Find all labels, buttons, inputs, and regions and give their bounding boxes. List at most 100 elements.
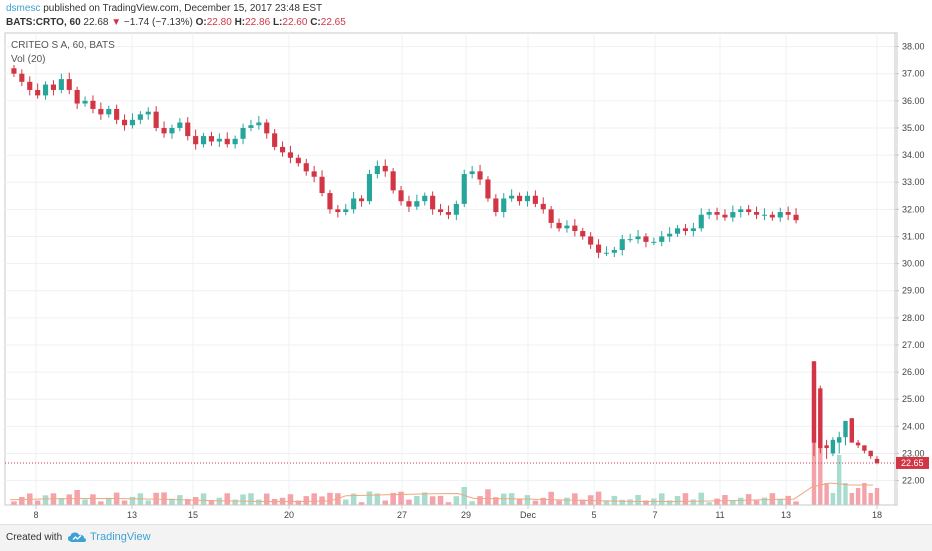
candle-down bbox=[868, 450, 873, 457]
candle-up bbox=[509, 195, 515, 199]
candle-down bbox=[279, 146, 286, 153]
volume-bar bbox=[682, 493, 689, 505]
candle-down bbox=[90, 100, 96, 109]
x-tick-label: 7 bbox=[652, 510, 657, 520]
volume-bar bbox=[366, 491, 373, 505]
y-tick-label: 30.00 bbox=[902, 259, 925, 269]
volume-bar bbox=[477, 496, 483, 505]
candle-down bbox=[540, 203, 546, 210]
candle-down bbox=[19, 73, 25, 82]
volume-bar bbox=[868, 493, 873, 505]
candle-down bbox=[477, 171, 483, 180]
candle-down bbox=[785, 212, 791, 215]
volume-bar bbox=[849, 493, 854, 505]
volume-bar bbox=[595, 491, 602, 505]
candle-up bbox=[256, 122, 262, 126]
volume-ma-line bbox=[9, 482, 873, 502]
volume-bar bbox=[722, 495, 728, 505]
candle-up bbox=[366, 174, 373, 202]
tradingview-link[interactable]: TradingView bbox=[90, 531, 151, 543]
candle-up bbox=[738, 209, 744, 213]
volume-bars bbox=[9, 370, 880, 505]
candle-up bbox=[200, 136, 207, 145]
high-label: H: bbox=[234, 17, 246, 28]
candle-up bbox=[659, 236, 665, 242]
volume-bar bbox=[706, 502, 712, 505]
created-with-label: Created with bbox=[6, 532, 63, 543]
volume-bar bbox=[698, 492, 705, 505]
legend-vol: Vol (20) bbox=[11, 54, 45, 65]
candles bbox=[11, 65, 880, 465]
volume-bar bbox=[414, 496, 420, 505]
candle-up bbox=[603, 252, 610, 254]
last-price: 22.68 bbox=[83, 17, 109, 28]
candle-down bbox=[224, 138, 230, 145]
candle-up bbox=[343, 209, 349, 213]
candle-down bbox=[390, 171, 396, 191]
volume-bar bbox=[714, 498, 720, 505]
candle-down bbox=[485, 179, 491, 199]
candle-down bbox=[50, 84, 57, 90]
volume-bar bbox=[34, 500, 41, 505]
volume-bar bbox=[556, 500, 562, 505]
candle-down bbox=[682, 228, 689, 232]
tradingview-cloud-icon[interactable] bbox=[67, 530, 87, 544]
y-tick-label: 37.00 bbox=[902, 69, 925, 79]
volume-bar bbox=[666, 500, 673, 505]
volume-bar bbox=[232, 499, 238, 505]
high-value: 22.86 bbox=[245, 17, 271, 28]
volume-bar bbox=[603, 500, 610, 505]
candle-up bbox=[145, 111, 151, 115]
volume-bar bbox=[161, 492, 167, 505]
volume-bar bbox=[635, 495, 641, 505]
price-axis[interactable]: 22.00 23.00 24.00 25.00 26.00 27.00 28.00 29.00… bbox=[895, 42, 925, 486]
volume-bar bbox=[105, 497, 112, 505]
volume-bar bbox=[485, 489, 491, 505]
candle-down bbox=[264, 122, 270, 134]
candle-down bbox=[595, 244, 602, 253]
volume-bar bbox=[358, 502, 365, 505]
volume-bar bbox=[493, 497, 499, 505]
low-value: 22.60 bbox=[282, 17, 308, 28]
volume-bar bbox=[192, 497, 199, 505]
volume-bar bbox=[66, 494, 73, 505]
volume-bar bbox=[824, 483, 829, 505]
x-tick-label: 29 bbox=[461, 510, 471, 520]
publish-line: dsmesc published on TradingView.com, Dec… bbox=[6, 3, 322, 14]
volume-bar bbox=[58, 498, 65, 505]
candle-down bbox=[27, 81, 33, 90]
candle-up bbox=[690, 228, 696, 232]
volume-bar bbox=[263, 493, 270, 505]
candle-up bbox=[619, 239, 625, 251]
volume-bar bbox=[690, 499, 697, 505]
y-tick-label: 25.00 bbox=[902, 394, 925, 404]
candle-up bbox=[730, 212, 736, 218]
volume-bar bbox=[184, 499, 191, 505]
candle-up bbox=[524, 195, 531, 202]
volume-bar bbox=[532, 500, 539, 505]
candle-up bbox=[169, 127, 175, 134]
candle-down bbox=[445, 212, 452, 215]
candle-up bbox=[177, 122, 183, 128]
candle-down bbox=[516, 195, 523, 202]
publisher-username[interactable]: dsmesc bbox=[6, 3, 41, 14]
price-change: −1.74 (−7.13%) bbox=[123, 17, 193, 28]
volume-bar bbox=[240, 494, 246, 505]
x-tick-label: 8 bbox=[33, 510, 38, 520]
volume-bar bbox=[658, 493, 665, 505]
candle-down bbox=[98, 108, 104, 115]
candle-down bbox=[753, 212, 760, 215]
volume-bar bbox=[342, 499, 349, 505]
candle-down bbox=[11, 68, 17, 74]
volume-bar bbox=[98, 501, 104, 505]
volume-bar bbox=[753, 500, 760, 505]
time-axis[interactable]: 8 13 15 20 27 29 Dec 5 7 11 13 18 bbox=[33, 505, 882, 520]
x-tick-label: 11 bbox=[715, 510, 724, 520]
open-label: O: bbox=[195, 17, 207, 28]
candle-down bbox=[437, 209, 444, 213]
price-chart[interactable]: 22.00 23.00 24.00 25.00 26.00 27.00 28.00 29.00… bbox=[0, 0, 932, 524]
volume-bar bbox=[611, 495, 618, 505]
candle-down bbox=[580, 231, 586, 237]
y-tick-label: 22.00 bbox=[902, 476, 925, 486]
candle-up bbox=[627, 239, 633, 241]
